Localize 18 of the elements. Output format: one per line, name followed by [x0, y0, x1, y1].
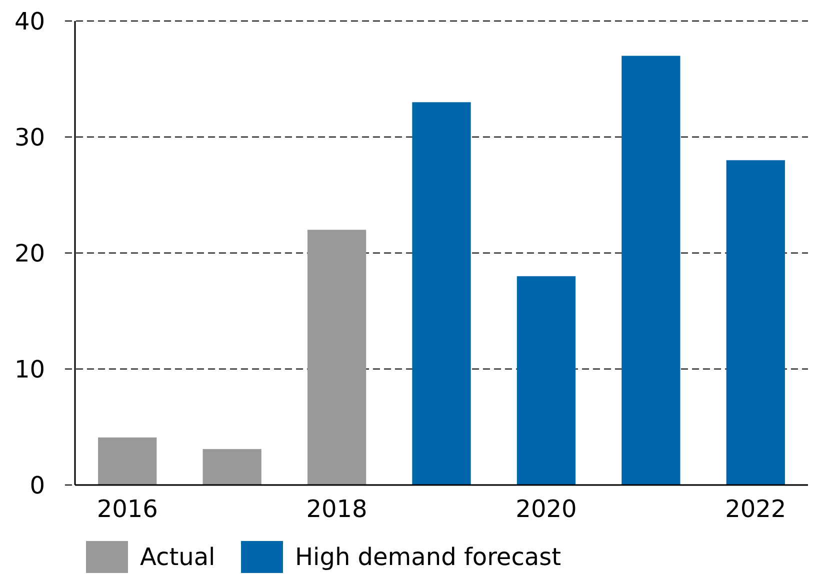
bar [726, 160, 785, 485]
bar [622, 56, 680, 485]
bar [202, 449, 262, 485]
bar [516, 276, 576, 485]
bar [412, 102, 471, 485]
y-tick-label: 10 [14, 355, 45, 384]
y-tick-label: 30 [14, 123, 45, 152]
x-tick-label: 2020 [516, 495, 577, 523]
x-tick-label: 2018 [306, 495, 368, 523]
x-tick-label: 2016 [96, 495, 158, 523]
y-tick-label: 40 [14, 7, 45, 36]
y-tick-label: 0 [30, 471, 45, 500]
y-tick-label: 20 [14, 239, 45, 268]
legend-label: Actual [140, 543, 216, 571]
x-tick-label: 2022 [725, 495, 786, 523]
legend-label: High demand forecast [295, 543, 562, 571]
bar [307, 230, 366, 485]
bar [98, 437, 157, 485]
